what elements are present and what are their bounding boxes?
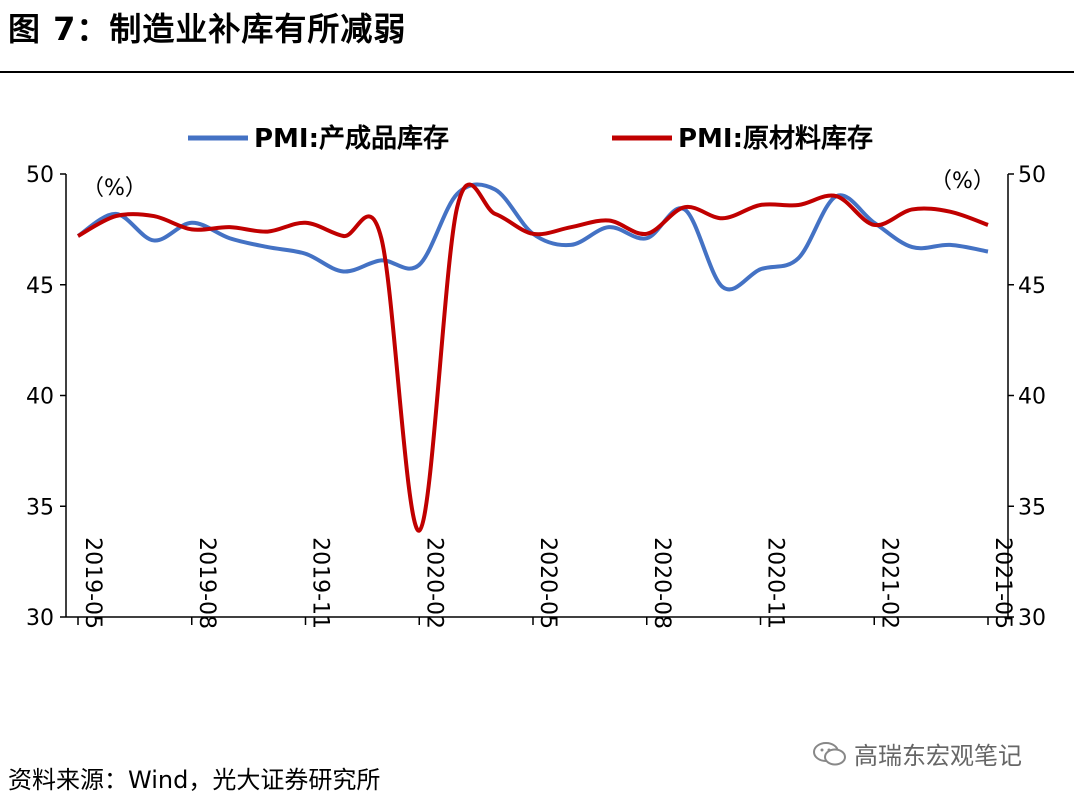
legend-label: PMI:产成品库存 <box>254 124 449 154</box>
x-tick-label: 2020-02 <box>421 537 446 629</box>
x-tick-label: 2021-05 <box>990 537 1015 629</box>
series-line-raw-material-inventory <box>77 182 989 533</box>
left-y-tick-label: 30 <box>26 606 54 631</box>
left-y-tick-label: 50 <box>26 163 54 188</box>
figure-title: 图 7：制造业补库有所减弱 <box>8 10 407 48</box>
x-tick-label: 2019-11 <box>308 537 333 629</box>
right-y-tick-label: 30 <box>1018 606 1046 631</box>
left-y-tick-label: 35 <box>26 495 54 520</box>
right-y-unit: （%） <box>930 169 995 194</box>
right-y-tick-label: 35 <box>1018 495 1046 520</box>
right-y-tick-label: 40 <box>1018 385 1046 410</box>
right-y-tick-label: 45 <box>1018 274 1046 299</box>
x-tick-label: 2020-05 <box>535 537 560 629</box>
watermark-text: 高瑞东宏观笔记 <box>854 742 1022 770</box>
left-y-tick-label: 45 <box>26 274 54 299</box>
series-line-finished-goods-inventory <box>76 182 989 292</box>
watermark: 高瑞东宏观笔记 <box>812 736 1022 771</box>
x-tick-label: 2019-08 <box>194 537 219 629</box>
x-tick-label: 2020-08 <box>649 537 674 629</box>
left-y-unit: （%） <box>82 176 147 201</box>
left-y-tick-label: 40 <box>26 385 54 410</box>
legend-label: PMI:原材料库存 <box>678 124 873 154</box>
x-tick-label: 2020-11 <box>763 537 788 629</box>
title-divider <box>0 71 1074 73</box>
right-y-tick-label: 50 <box>1018 163 1046 188</box>
x-tick-label: 2019-05 <box>80 537 105 629</box>
x-tick-label: 2021-02 <box>876 537 901 629</box>
source-note: 资料来源：Wind，光大证券研究所 <box>8 766 381 794</box>
wechat-icon <box>813 741 846 765</box>
